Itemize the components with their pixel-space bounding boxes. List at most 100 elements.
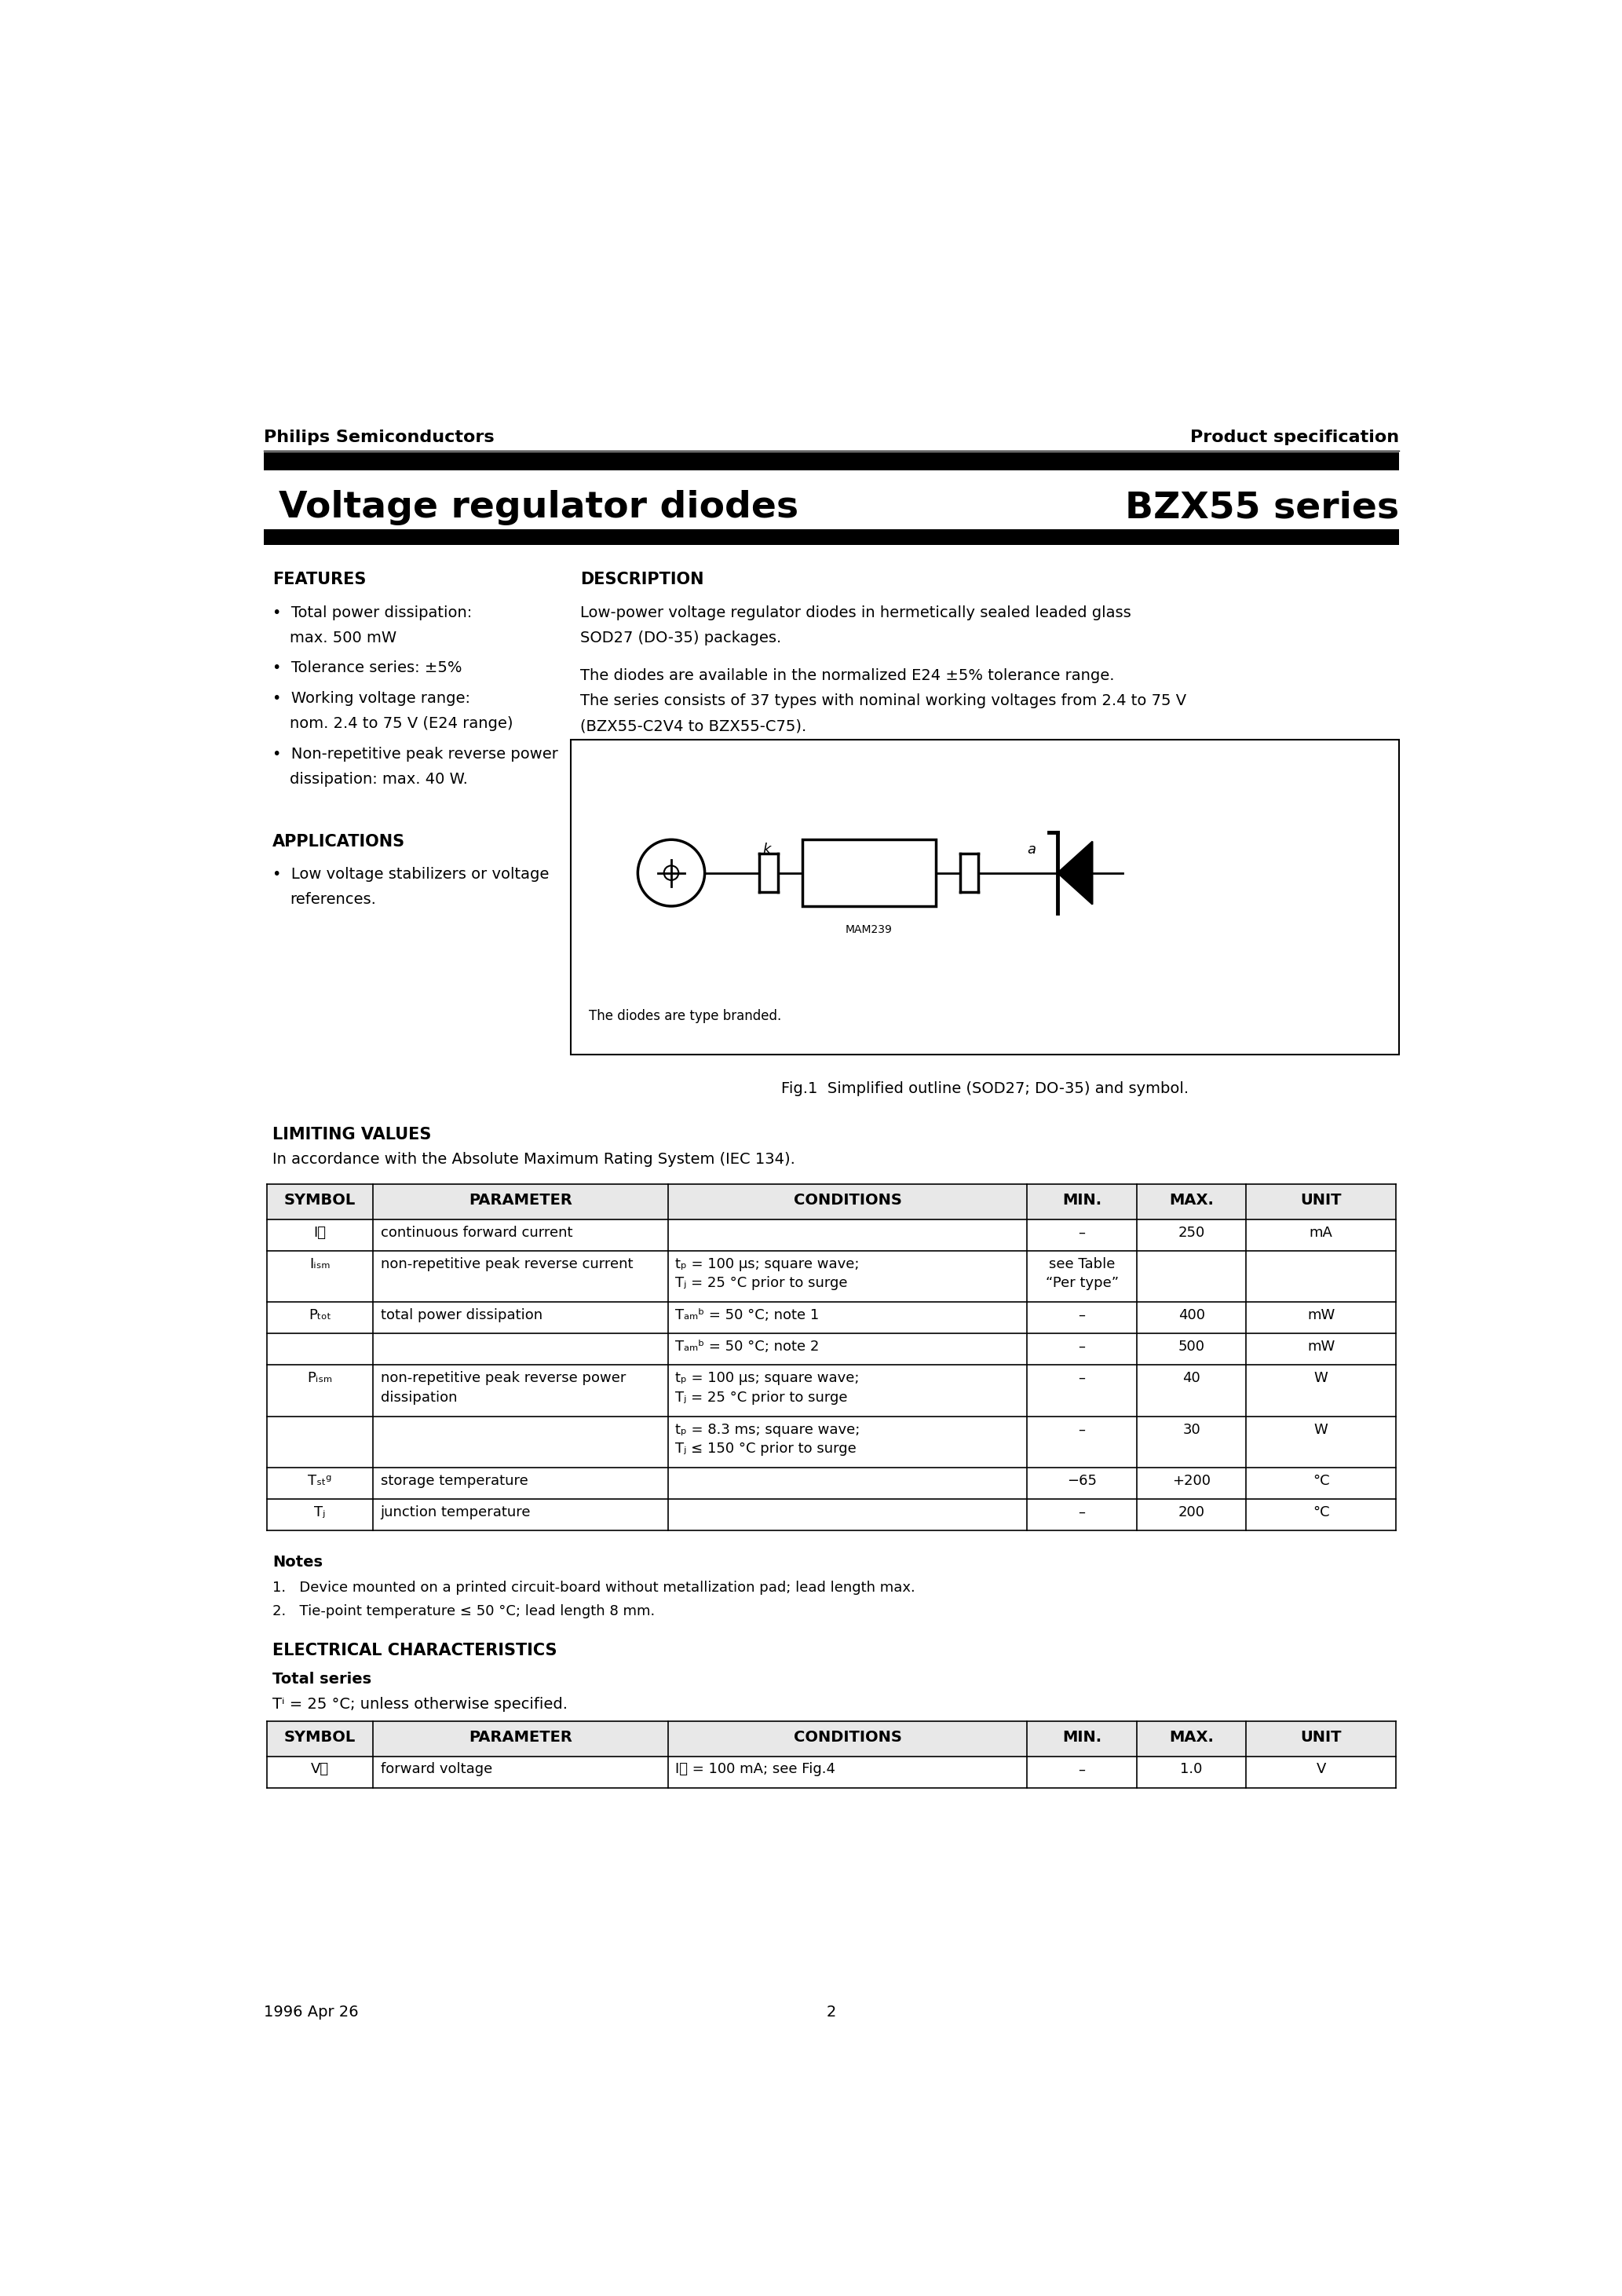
- Bar: [801, 840, 936, 907]
- Text: The diodes are type branded.: The diodes are type branded.: [589, 1008, 782, 1024]
- Text: Low-power voltage regulator diodes in hermetically sealed leaded glass: Low-power voltage regulator diodes in he…: [581, 606, 1131, 620]
- Text: −65: −65: [1067, 1474, 1096, 1488]
- Text: max. 500 mW: max. 500 mW: [290, 631, 397, 645]
- Bar: [266, 1185, 1397, 1219]
- Text: see Table: see Table: [1049, 1256, 1114, 1272]
- Text: UNIT: UNIT: [1301, 1729, 1341, 1745]
- Text: 1.0: 1.0: [1181, 1763, 1202, 1777]
- Text: MAM239: MAM239: [845, 925, 892, 934]
- Text: Product specification: Product specification: [1191, 429, 1398, 445]
- Text: forward voltage: forward voltage: [381, 1763, 491, 1777]
- Text: tₚ = 8.3 ms; square wave;: tₚ = 8.3 ms; square wave;: [675, 1424, 860, 1437]
- Text: –: –: [1079, 1309, 1085, 1322]
- Text: MAX.: MAX.: [1169, 1729, 1213, 1745]
- Text: Total series: Total series: [272, 1671, 371, 1688]
- Text: Tⱼ ≤ 150 °C prior to surge: Tⱼ ≤ 150 °C prior to surge: [675, 1442, 856, 1456]
- Text: –: –: [1079, 1424, 1085, 1437]
- Text: I₟ = 100 mA; see Fig.4: I₟ = 100 mA; see Fig.4: [675, 1763, 835, 1777]
- Text: Philips Semiconductors: Philips Semiconductors: [264, 429, 495, 445]
- Text: The diodes are available in the normalized E24 ±5% tolerance range.: The diodes are available in the normaliz…: [581, 668, 1114, 682]
- Text: –: –: [1079, 1339, 1085, 1355]
- Text: 1996 Apr 26: 1996 Apr 26: [264, 2004, 358, 2020]
- Text: 30: 30: [1182, 1424, 1200, 1437]
- Text: V₟: V₟: [311, 1763, 329, 1777]
- Text: W: W: [1314, 1424, 1328, 1437]
- Text: MIN.: MIN.: [1062, 1729, 1101, 1745]
- Text: Tⱼ: Tⱼ: [315, 1506, 326, 1520]
- Text: k: k: [762, 843, 770, 856]
- Text: Tₐₘᵇ = 50 °C; note 2: Tₐₘᵇ = 50 °C; note 2: [675, 1339, 819, 1355]
- Text: SYMBOL: SYMBOL: [284, 1192, 355, 1208]
- Text: DESCRIPTION: DESCRIPTION: [581, 572, 704, 588]
- Text: Tⁱ = 25 °C; unless otherwise specified.: Tⁱ = 25 °C; unless otherwise specified.: [272, 1697, 568, 1713]
- Text: Pₜₒₜ: Pₜₒₜ: [308, 1309, 331, 1322]
- Bar: [266, 1722, 1397, 1756]
- Text: dissipation: dissipation: [381, 1391, 457, 1405]
- Polygon shape: [1058, 840, 1093, 905]
- Bar: [264, 452, 1398, 471]
- Text: Tⱼ = 25 °C prior to surge: Tⱼ = 25 °C prior to surge: [675, 1391, 848, 1405]
- Text: Tₛₜᵍ: Tₛₜᵍ: [308, 1474, 333, 1488]
- Text: CONDITIONS: CONDITIONS: [793, 1729, 902, 1745]
- Text: +200: +200: [1173, 1474, 1210, 1488]
- Text: continuous forward current: continuous forward current: [381, 1226, 573, 1240]
- Text: mW: mW: [1307, 1339, 1335, 1355]
- Text: MIN.: MIN.: [1062, 1192, 1101, 1208]
- Text: storage temperature: storage temperature: [381, 1474, 527, 1488]
- Text: –: –: [1079, 1371, 1085, 1384]
- Text: CONDITIONS: CONDITIONS: [793, 1192, 902, 1208]
- Bar: [571, 739, 1398, 1054]
- Text: •  Low voltage stabilizers or voltage: • Low voltage stabilizers or voltage: [272, 868, 550, 882]
- Text: BZX55 series: BZX55 series: [1126, 489, 1398, 526]
- Text: non-repetitive peak reverse power: non-repetitive peak reverse power: [381, 1371, 626, 1384]
- Text: 200: 200: [1178, 1506, 1205, 1520]
- Text: Tₐₘᵇ = 50 °C; note 1: Tₐₘᵇ = 50 °C; note 1: [675, 1309, 819, 1322]
- Text: Iᵢₛₘ: Iᵢₛₘ: [310, 1256, 331, 1272]
- Text: SOD27 (DO-35) packages.: SOD27 (DO-35) packages.: [581, 631, 782, 645]
- Text: (BZX55-C2V4 to BZX55-C75).: (BZX55-C2V4 to BZX55-C75).: [581, 719, 806, 735]
- Text: tₚ = 100 μs; square wave;: tₚ = 100 μs; square wave;: [675, 1371, 860, 1384]
- Text: SYMBOL: SYMBOL: [284, 1729, 355, 1745]
- Text: nom. 2.4 to 75 V (E24 range): nom. 2.4 to 75 V (E24 range): [290, 716, 513, 730]
- Text: Pᵢₛₘ: Pᵢₛₘ: [307, 1371, 333, 1384]
- Text: ELECTRICAL CHARACTERISTICS: ELECTRICAL CHARACTERISTICS: [272, 1642, 558, 1658]
- Text: Tⱼ = 25 °C prior to surge: Tⱼ = 25 °C prior to surge: [675, 1277, 848, 1290]
- Text: total power dissipation: total power dissipation: [381, 1309, 542, 1322]
- Text: 250: 250: [1178, 1226, 1205, 1240]
- Text: I₟: I₟: [313, 1226, 326, 1240]
- Text: a: a: [1027, 843, 1036, 856]
- Text: 500: 500: [1178, 1339, 1205, 1355]
- Text: MAX.: MAX.: [1169, 1192, 1213, 1208]
- Text: UNIT: UNIT: [1301, 1192, 1341, 1208]
- Text: W: W: [1314, 1371, 1328, 1384]
- Text: •  Working voltage range:: • Working voltage range:: [272, 691, 470, 705]
- Text: non-repetitive peak reverse current: non-repetitive peak reverse current: [381, 1256, 633, 1272]
- Text: tₚ = 100 μs; square wave;: tₚ = 100 μs; square wave;: [675, 1256, 860, 1272]
- Text: –: –: [1079, 1506, 1085, 1520]
- Text: Fig.1  Simplified outline (SOD27; DO-35) and symbol.: Fig.1 Simplified outline (SOD27; DO-35) …: [782, 1081, 1189, 1097]
- Text: “Per type”: “Per type”: [1046, 1277, 1119, 1290]
- Bar: [264, 530, 1398, 544]
- Text: dissipation: max. 40 W.: dissipation: max. 40 W.: [290, 771, 467, 788]
- Text: APPLICATIONS: APPLICATIONS: [272, 833, 406, 850]
- Text: 1.   Device mounted on a printed circuit-board without metallization pad; lead l: 1. Device mounted on a printed circuit-b…: [272, 1580, 915, 1593]
- Text: °C: °C: [1312, 1506, 1330, 1520]
- Text: –: –: [1079, 1763, 1085, 1777]
- Text: junction temperature: junction temperature: [381, 1506, 530, 1520]
- Text: –: –: [1079, 1226, 1085, 1240]
- Text: Voltage regulator diodes: Voltage regulator diodes: [279, 489, 798, 526]
- Text: The series consists of 37 types with nominal working voltages from 2.4 to 75 V: The series consists of 37 types with nom…: [581, 693, 1186, 707]
- Text: Notes: Notes: [272, 1554, 323, 1570]
- Text: mA: mA: [1309, 1226, 1333, 1240]
- Text: •  Total power dissipation:: • Total power dissipation:: [272, 606, 472, 620]
- Text: PARAMETER: PARAMETER: [469, 1192, 573, 1208]
- Text: In accordance with the Absolute Maximum Rating System (IEC 134).: In accordance with the Absolute Maximum …: [272, 1153, 795, 1166]
- Text: 2.   Tie-point temperature ≤ 50 °C; lead length 8 mm.: 2. Tie-point temperature ≤ 50 °C; lead l…: [272, 1605, 655, 1619]
- Text: mW: mW: [1307, 1309, 1335, 1322]
- Text: 400: 400: [1178, 1309, 1205, 1322]
- Text: V: V: [1315, 1763, 1325, 1777]
- Text: °C: °C: [1312, 1474, 1330, 1488]
- Text: •  Non-repetitive peak reverse power: • Non-repetitive peak reverse power: [272, 746, 558, 762]
- Text: references.: references.: [290, 893, 376, 907]
- Text: •  Tolerance series: ±5%: • Tolerance series: ±5%: [272, 661, 462, 675]
